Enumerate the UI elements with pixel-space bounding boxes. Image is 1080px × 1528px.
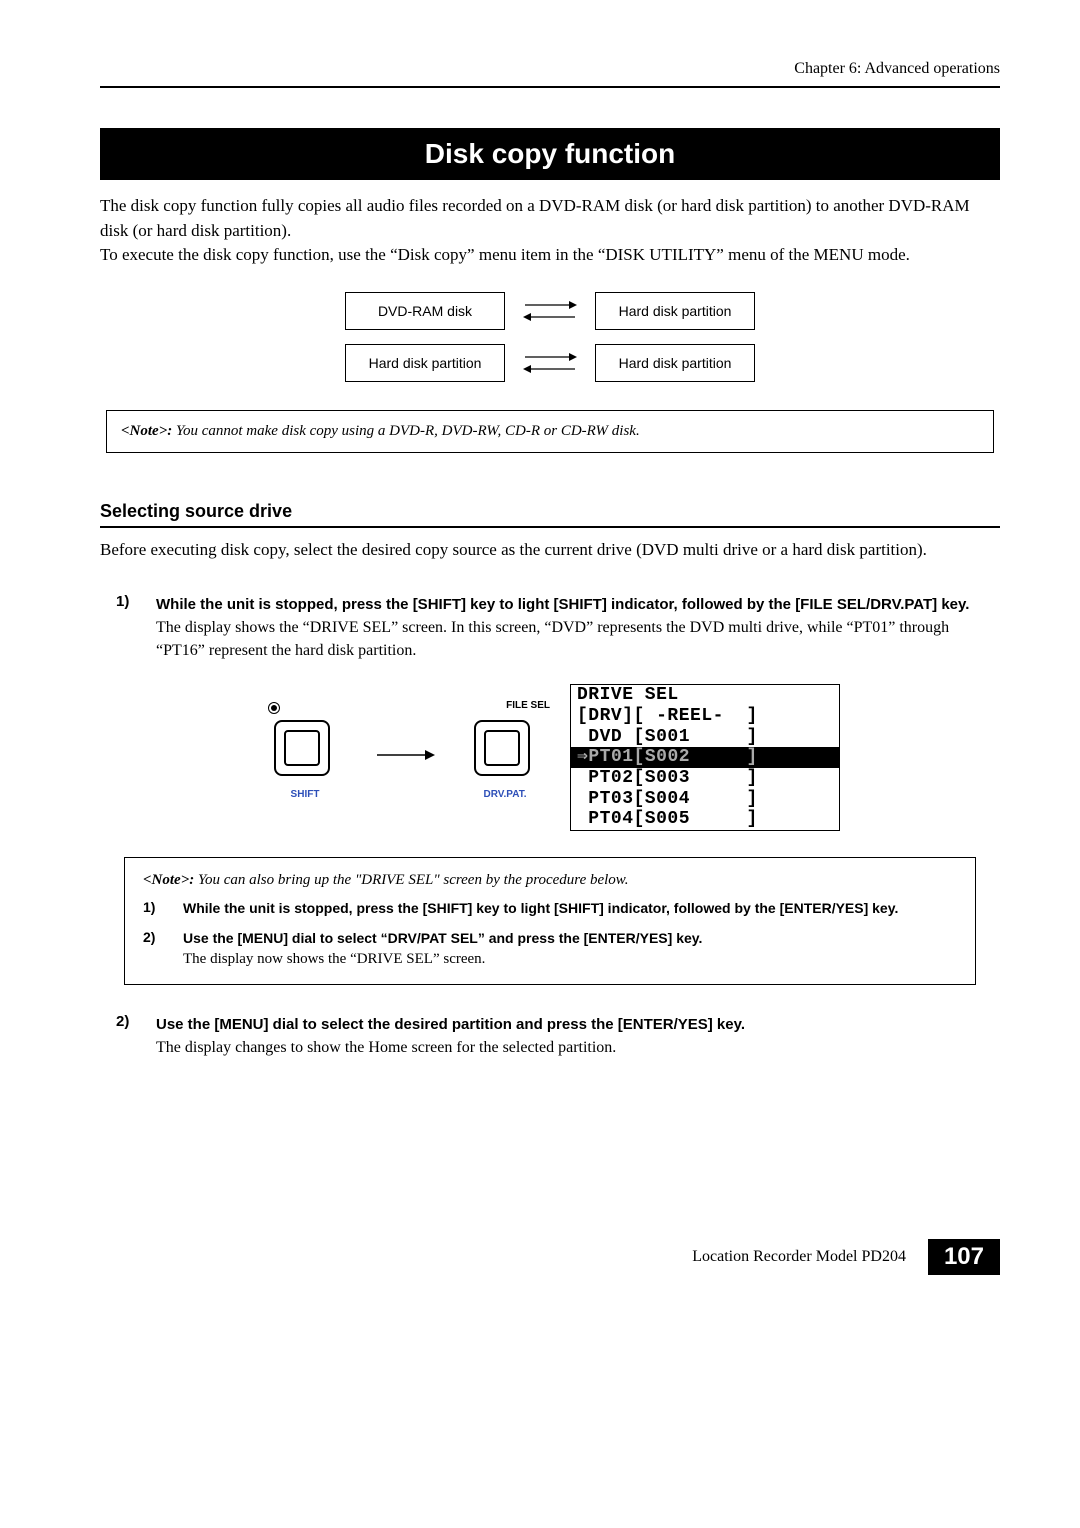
note2-step1-lead: While the unit is stopped, press the [SH… xyxy=(183,900,898,916)
step-2-num: 2) xyxy=(116,1013,138,1059)
flow-box-left-1: DVD-RAM disk xyxy=(345,292,505,330)
key-outline xyxy=(474,720,530,776)
flow-row-1: DVD-RAM disk Hard disk partition xyxy=(345,292,755,330)
page-number-badge: 107 xyxy=(928,1239,1000,1275)
step-2: 2) Use the [MENU] dial to select the des… xyxy=(116,1013,1000,1059)
footer-text: Location Recorder Model PD204 xyxy=(692,1248,906,1266)
lcd-screen: DRIVE SEL [DRV][ -REEL- ] DVD [S001 ] ⇒P… xyxy=(570,684,840,831)
step-1-follow: The display shows the “DRIVE SEL” screen… xyxy=(156,619,949,659)
lcd-line-6: PT04[S005 ] xyxy=(571,809,839,830)
step-2-follow: The display changes to show the Home scr… xyxy=(156,1039,616,1056)
lcd-line-0: DRIVE SEL xyxy=(571,685,839,706)
flow-arrows-2 xyxy=(523,352,577,374)
arrow-left-icon xyxy=(523,364,577,374)
filesel-key-diagram: FILE SEL DRV.PAT. xyxy=(460,698,550,818)
note2-step-1: 1) While the unit is stopped, press the … xyxy=(143,899,957,919)
illustration-row: SHIFT FILE SEL DRV.PAT. DRIVE SEL [DRV][… xyxy=(100,684,1000,831)
note2-step-2: 2) Use the [MENU] dial to select “DRV/PA… xyxy=(143,929,957,970)
subsection-title: Selecting source drive xyxy=(100,501,1000,522)
step-2-lead: Use the [MENU] dial to select the desire… xyxy=(156,1016,745,1033)
led-icon xyxy=(268,702,280,714)
note2-label: <Note>: xyxy=(143,872,194,888)
lcd-line-4: PT02[S003 ] xyxy=(571,768,839,789)
flow-box-left-2: Hard disk partition xyxy=(345,344,505,382)
note2-step2-follow: The display now shows the “DRIVE SEL” sc… xyxy=(183,951,485,967)
arrow-left-icon xyxy=(523,312,577,322)
filesel-bottom-label: DRV.PAT. xyxy=(460,789,550,800)
step-1: 1) While the unit is stopped, press the … xyxy=(116,593,1000,663)
filesel-top-label: FILE SEL xyxy=(506,700,550,711)
lcd-line-1: [DRV][ -REEL- ] xyxy=(571,706,839,727)
step-1-text: While the unit is stopped, press the [SH… xyxy=(156,593,1000,663)
note2-step2-lead: Use the [MENU] dial to select “DRV/PAT S… xyxy=(183,930,702,946)
footer: Location Recorder Model PD204 107 xyxy=(100,1239,1000,1275)
step-1-num: 1) xyxy=(116,593,138,663)
chapter-rule xyxy=(100,86,1000,88)
flow-arrows-1 xyxy=(523,300,577,322)
note2-lead: <Note>: You can also bring up the "DRIVE… xyxy=(143,872,957,889)
note2-leadtext: You can also bring up the "DRIVE SEL" sc… xyxy=(194,872,628,888)
arrow-right-icon xyxy=(523,300,577,310)
flow-box-right-2: Hard disk partition xyxy=(595,344,755,382)
shift-key-label: SHIFT xyxy=(260,789,350,800)
note2-step2-num: 2) xyxy=(143,929,165,970)
arrow-right-icon xyxy=(375,748,435,762)
note2-step2-text: Use the [MENU] dial to select “DRV/PAT S… xyxy=(183,929,957,970)
intro-text: The disk copy function fully copies all … xyxy=(100,194,1000,268)
flow-row-2: Hard disk partition Hard disk partition xyxy=(345,344,755,382)
lcd-line-2: DVD [S001 ] xyxy=(571,727,839,748)
chapter-header: Chapter 6: Advanced operations xyxy=(100,60,1000,78)
note2-step1-text: While the unit is stopped, press the [SH… xyxy=(183,899,957,919)
note-panel-2: <Note>: You can also bring up the "DRIVE… xyxy=(124,857,976,985)
note1-text: You cannot make disk copy using a DVD-R,… xyxy=(172,423,639,439)
note-box-1: <Note>: You cannot make disk copy using … xyxy=(106,410,994,453)
key-arrow xyxy=(370,748,440,767)
step-1-lead: While the unit is stopped, press the [SH… xyxy=(156,596,969,613)
key-outline xyxy=(274,720,330,776)
subsection-body: Before executing disk copy, select the d… xyxy=(100,538,1000,563)
subsection-rule xyxy=(100,526,1000,528)
page-title-bar: Disk copy function xyxy=(100,128,1000,180)
flow-diagram: DVD-RAM disk Hard disk partition Hard di… xyxy=(100,292,1000,382)
shift-key-diagram: SHIFT xyxy=(260,698,350,818)
step-2-text: Use the [MENU] dial to select the desire… xyxy=(156,1013,1000,1059)
lcd-line-3: ⇒PT01[S002 ] xyxy=(571,747,839,768)
note2-step1-num: 1) xyxy=(143,899,165,919)
note1-label: <Note>: xyxy=(121,423,172,439)
flow-box-right-1: Hard disk partition xyxy=(595,292,755,330)
arrow-right-icon xyxy=(523,352,577,362)
lcd-line-5: PT03[S004 ] xyxy=(571,789,839,810)
